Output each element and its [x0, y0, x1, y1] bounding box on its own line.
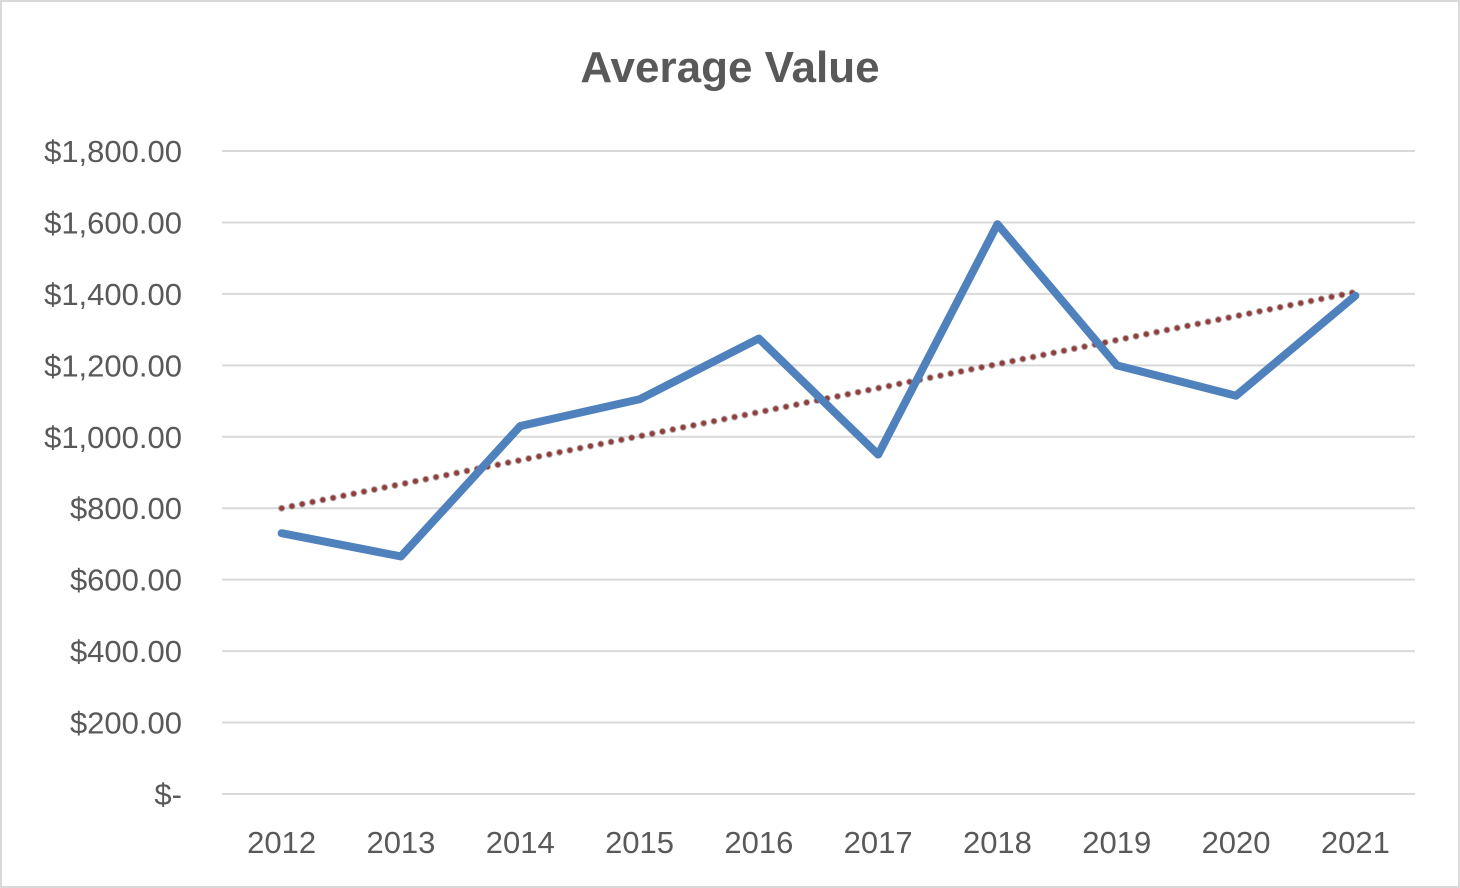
x-tick-label: 2017: [844, 825, 913, 860]
x-axis-ticks: 2012 2013 2014 2015 2016 2017 2018 2019 2020 2021: [247, 825, 1390, 860]
y-tick-label: $1,200.00: [44, 348, 182, 383]
chart-title: Average Value: [580, 43, 879, 92]
x-tick-label: 2021: [1321, 825, 1390, 860]
y-tick-label: $1,000.00: [44, 420, 182, 455]
x-tick-label: 2014: [486, 825, 555, 860]
x-tick-label: 2019: [1082, 825, 1151, 860]
x-tick-label: 2020: [1202, 825, 1271, 860]
y-tick-label: $200.00: [70, 706, 182, 741]
y-tick-label: $1,600.00: [44, 205, 182, 240]
series-group: [277, 220, 1360, 561]
x-tick-label: 2015: [605, 825, 674, 860]
y-tick-label: $400.00: [70, 634, 182, 669]
x-tick-label: 2013: [366, 825, 435, 860]
y-tick-label: $1,400.00: [44, 277, 182, 312]
series-line: [277, 220, 1360, 561]
x-tick-label: 2016: [724, 825, 793, 860]
y-tick-label: $1,800.00: [44, 134, 182, 169]
x-tick-label: 2012: [247, 825, 316, 860]
y-axis-ticks: $- $200.00 $400.00 $600.00 $800.00 $1,000.00 $…: [44, 134, 182, 812]
y-tick-label: $-: [154, 777, 182, 812]
y-tick-label: $600.00: [70, 563, 182, 598]
x-tick-label: 2018: [963, 825, 1032, 860]
gridlines: [222, 150, 1415, 795]
y-tick-label: $800.00: [70, 491, 182, 526]
